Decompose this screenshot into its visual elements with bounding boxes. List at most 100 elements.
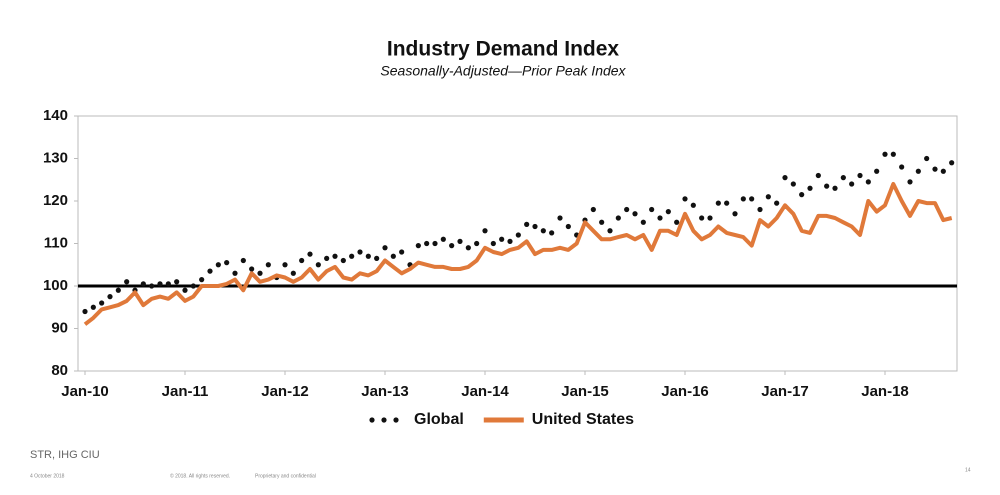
data-dot (874, 168, 880, 174)
data-dot (415, 243, 421, 249)
data-dot (640, 219, 646, 225)
legend-label: Global (414, 411, 464, 428)
data-dot (249, 266, 255, 272)
data-dot (165, 281, 171, 287)
data-dot (440, 236, 446, 242)
data-dot (815, 172, 821, 179)
y-tick-label: 110 (44, 234, 68, 251)
data-dot (232, 270, 238, 276)
data-dot (849, 181, 855, 187)
data-dot (890, 151, 896, 157)
data-dot (732, 211, 738, 217)
data-dot (357, 249, 363, 255)
data-dot (124, 279, 130, 285)
data-dot (474, 240, 480, 247)
data-dot (832, 185, 838, 191)
data-dot (899, 164, 905, 170)
data-dot (565, 223, 571, 230)
data-dot (332, 253, 338, 259)
data-dot (515, 232, 521, 238)
x-tick-label: Jan-13 (361, 383, 409, 400)
data-dot (315, 262, 321, 268)
data-dot (99, 300, 105, 306)
data-dot (632, 211, 638, 217)
data-dot (382, 245, 388, 251)
x-tick-label: Jan-15 (561, 383, 609, 400)
data-dot (432, 240, 438, 247)
y-tick-label: 120 (43, 192, 68, 209)
chart-subtitle: Seasonally-Adjusted—Prior Peak Index (380, 63, 626, 79)
data-dot (707, 215, 713, 221)
x-tick-label: Jan-10 (61, 383, 109, 400)
data-dot (524, 221, 530, 227)
x-tick-label: Jan-12 (261, 383, 309, 400)
y-tick-label: 130 (43, 149, 68, 166)
data-dot (149, 283, 155, 289)
data-dot (865, 179, 871, 185)
data-dot (840, 175, 846, 181)
page-number: 14 (965, 467, 971, 473)
y-tick-label: 80 (51, 362, 68, 379)
data-dot (199, 277, 205, 283)
data-dot (90, 304, 96, 310)
data-dot (207, 268, 213, 274)
data-dot (699, 215, 705, 221)
legend-dot (369, 417, 375, 423)
data-dot (399, 249, 405, 255)
plot-frame (77, 115, 958, 372)
x-tick-label: Jan-18 (861, 383, 909, 400)
data-dot (240, 257, 246, 264)
data-dot (665, 209, 671, 215)
data-dot (590, 206, 596, 213)
data-dot (224, 260, 230, 266)
data-dot (307, 251, 313, 257)
data-dot (182, 287, 188, 293)
data-dot (932, 166, 938, 172)
legend-label: United States (532, 411, 634, 428)
data-dot (490, 240, 496, 247)
data-dot (340, 257, 346, 264)
data-dot (457, 238, 463, 244)
data-dot (424, 240, 430, 247)
footer-copyright: © 2018. All rights reserved. (170, 472, 230, 479)
data-dot (615, 215, 621, 221)
data-dot (507, 238, 513, 244)
source-note: STR, IHG CIU (30, 449, 100, 461)
data-dot (857, 172, 863, 179)
data-dot (482, 228, 488, 234)
data-dot (365, 253, 371, 259)
data-dot (299, 257, 305, 264)
data-dot (82, 308, 88, 315)
data-dot (924, 155, 930, 162)
data-dot (599, 219, 605, 225)
data-dot (782, 175, 788, 181)
data-dot (390, 253, 396, 259)
data-dot (157, 281, 163, 287)
footer-confidential: Proprietary and confidential (255, 473, 316, 479)
x-tick-label: Jan-14 (461, 383, 509, 400)
data-dot (282, 262, 288, 268)
data-dot (740, 196, 746, 202)
data-dot (765, 194, 771, 200)
data-dot (715, 200, 721, 206)
data-dot (757, 206, 763, 213)
data-dot (140, 281, 146, 287)
data-dot (882, 151, 888, 157)
data-dot (790, 181, 796, 187)
data-dot (807, 185, 813, 191)
data-dot (290, 270, 296, 276)
data-line (83, 182, 953, 326)
data-dot (907, 179, 913, 185)
data-dot (532, 223, 538, 230)
chart-title: Industry Demand Index (387, 38, 620, 61)
data-dot (549, 230, 555, 236)
data-dot (799, 192, 805, 198)
data-dot (540, 228, 546, 234)
data-dot (257, 270, 263, 276)
data-dot (115, 287, 121, 293)
data-dot (499, 236, 505, 242)
legend-dot (393, 417, 399, 423)
data-dot (649, 206, 655, 213)
data-dot (465, 245, 471, 251)
